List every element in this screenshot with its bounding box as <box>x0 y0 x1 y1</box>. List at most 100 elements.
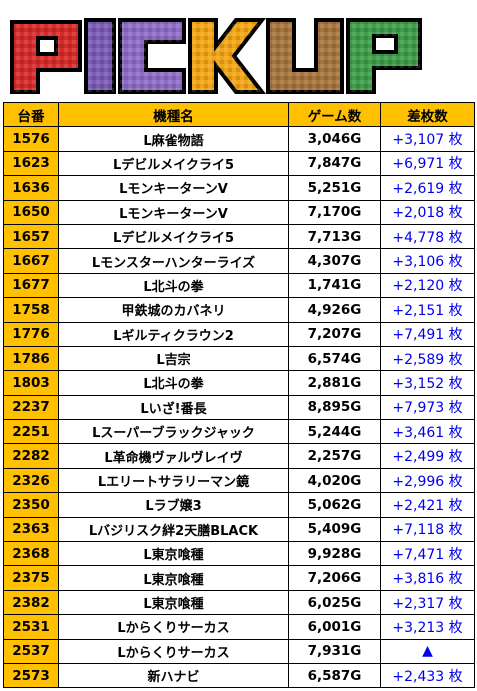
machine-name-cell: 甲鉄城のカバネリ <box>58 297 289 323</box>
table-row: 1576 L麻雀物語 3,046G +3,107 枚 <box>3 126 475 152</box>
machine-number-cell: 1677 <box>3 272 59 299</box>
logo-letter-i <box>84 18 116 94</box>
table-header-row: 台番 機種名 ゲーム数 差枚数 <box>3 101 475 128</box>
table-row: 2531 Lからくりサーカス 6,001G +3,213 枚 <box>3 614 475 640</box>
machine-name-cell: L北斗の拳 <box>58 272 289 299</box>
game-count-cell: 7,931G <box>288 638 381 664</box>
machine-number-cell: 2237 <box>3 394 59 421</box>
game-count-cell: 1,741G <box>288 272 381 299</box>
machine-number-cell: 2573 <box>3 662 59 689</box>
machine-number-cell: 2363 <box>3 516 59 543</box>
game-count-cell: 6,574G <box>288 345 381 372</box>
machine-name-cell: L吉宗 <box>58 345 289 372</box>
table-row: 2326 Lエリートサラリーマン鏡 4,020G +2,996 枚 <box>3 467 475 494</box>
machine-name-cell: L北斗の拳 <box>58 370 289 396</box>
coin-difference-cell: +2,499 枚 <box>380 443 475 469</box>
machine-number-cell: 1786 <box>3 345 59 372</box>
coin-difference-cell: +2,018 枚 <box>380 199 475 225</box>
machine-number-cell: 1667 <box>3 248 59 274</box>
machine-name-cell: Lスーパーブラックジャック <box>58 419 289 445</box>
game-count-cell: 6,587G <box>288 662 381 689</box>
coin-difference-cell: +2,589 枚 <box>380 345 475 372</box>
logo-letter-p <box>10 20 82 94</box>
machine-name-cell: LモンキーターンV <box>58 175 289 201</box>
coin-difference-cell: +2,619 枚 <box>380 175 475 201</box>
game-count-cell: 6,001G <box>288 614 381 640</box>
machine-number-cell: 2326 <box>3 467 59 494</box>
game-count-cell: 7,206G <box>288 565 381 591</box>
coin-difference-cell: ▲ <box>380 638 475 664</box>
table-row: 1650 LモンキーターンV 7,170G +2,018 枚 <box>3 199 475 225</box>
machine-number-cell: 1623 <box>3 150 59 177</box>
table-row: 1623 Lデビルメイクライ5 7,847G +6,971 枚 <box>3 150 475 177</box>
header-machine-name: 機種名 <box>58 101 289 128</box>
coin-difference-cell: +2,421 枚 <box>380 492 475 518</box>
game-count-cell: 8,895G <box>288 394 381 421</box>
coin-difference-cell: +7,491 枚 <box>380 321 475 347</box>
machine-name-cell: Lからくりサーカス <box>58 614 289 640</box>
coin-difference-cell: +4,778 枚 <box>380 223 475 250</box>
coin-difference-cell: +2,317 枚 <box>380 589 475 616</box>
game-count-cell: 4,307G <box>288 248 381 274</box>
game-count-cell: 2,881G <box>288 370 381 396</box>
coin-difference-cell: +2,120 枚 <box>380 272 475 299</box>
machine-number-cell: 1758 <box>3 297 59 323</box>
coin-difference-cell: +2,151 枚 <box>380 297 475 323</box>
coin-difference-cell: +3,152 枚 <box>380 370 475 396</box>
coin-difference-cell: +7,973 枚 <box>380 394 475 421</box>
machine-name-cell: L東京喰種 <box>58 541 289 567</box>
machine-number-cell: 2382 <box>3 589 59 616</box>
machine-name-cell: Lギルティクラウン2 <box>58 321 289 347</box>
game-count-cell: 4,926G <box>288 297 381 323</box>
game-count-cell: 3,046G <box>288 126 381 152</box>
logo-letter-k <box>188 18 267 94</box>
coin-difference-cell: +3,106 枚 <box>380 248 475 274</box>
coin-difference-cell: +3,461 枚 <box>380 419 475 445</box>
header-machine-number: 台番 <box>3 101 59 128</box>
machine-number-cell: 1576 <box>3 126 59 152</box>
coin-difference-cell: +2,996 枚 <box>380 467 475 494</box>
game-count-cell: 5,409G <box>288 516 381 543</box>
coin-difference-cell: +6,971 枚 <box>380 150 475 177</box>
machine-name-cell: Lいざ!番長 <box>58 394 289 421</box>
coin-difference-cell: +3,107 枚 <box>380 126 475 152</box>
coin-difference-cell: +3,816 枚 <box>380 565 475 591</box>
table-row: 2251 Lスーパーブラックジャック 5,244G +3,461 枚 <box>3 419 475 445</box>
machine-number-cell: 2350 <box>3 492 59 518</box>
machine-name-cell: L革命機ヴァルヴレイヴ <box>58 443 289 469</box>
machine-number-cell: 2537 <box>3 638 59 664</box>
table-row: 2350 Lラブ嬢3 5,062G +2,421 枚 <box>3 492 475 518</box>
machine-name-cell: Lエリートサラリーマン鏡 <box>58 467 289 494</box>
table-row: 2282 L革命機ヴァルヴレイヴ 2,257G +2,499 枚 <box>3 443 475 469</box>
coin-difference-cell: +7,118 枚 <box>380 516 475 543</box>
game-count-cell: 5,244G <box>288 419 381 445</box>
logo-letter-p2 <box>346 18 422 94</box>
machine-name-cell: Lデビルメイクライ5 <box>58 150 289 177</box>
table-row: 2363 Lバジリスク絆2天膳BLACK 5,409G +7,118 枚 <box>3 516 475 543</box>
logo-letter-c <box>118 18 186 94</box>
machine-name-cell: Lデビルメイクライ5 <box>58 223 289 250</box>
game-count-cell: 7,207G <box>288 321 381 347</box>
table-row: 2237 Lいざ!番長 8,895G +7,973 枚 <box>3 394 475 421</box>
machine-name-cell: LモンキーターンV <box>58 199 289 225</box>
table-row: 1636 LモンキーターンV 5,251G +2,619 枚 <box>3 175 475 201</box>
header-game-count: ゲーム数 <box>288 101 381 128</box>
table-row: 1677 L北斗の拳 1,741G +2,120 枚 <box>3 272 475 299</box>
table-row: 2375 L東京喰種 7,206G +3,816 枚 <box>3 565 475 591</box>
game-count-cell: 2,257G <box>288 443 381 469</box>
machine-number-cell: 2251 <box>3 419 59 445</box>
table-row: 1667 Lモンスターハンターライズ 4,307G +3,106 枚 <box>3 248 475 274</box>
machine-name-cell: Lラブ嬢3 <box>58 492 289 518</box>
game-count-cell: 7,170G <box>288 199 381 225</box>
game-count-cell: 5,062G <box>288 492 381 518</box>
machine-name-cell: L麻雀物語 <box>58 126 289 152</box>
machine-name-cell: L東京喰種 <box>58 565 289 591</box>
game-count-cell: 5,251G <box>288 175 381 201</box>
machine-name-cell: L東京喰種 <box>58 589 289 616</box>
machine-name-cell: 新ハナビ <box>58 662 289 689</box>
coin-difference-cell: +3,213 枚 <box>380 614 475 640</box>
game-count-cell: 7,713G <box>288 223 381 250</box>
table-row: 1776 Lギルティクラウン2 7,207G +7,491 枚 <box>3 321 475 347</box>
machine-name-cell: Lからくりサーカス <box>58 638 289 664</box>
